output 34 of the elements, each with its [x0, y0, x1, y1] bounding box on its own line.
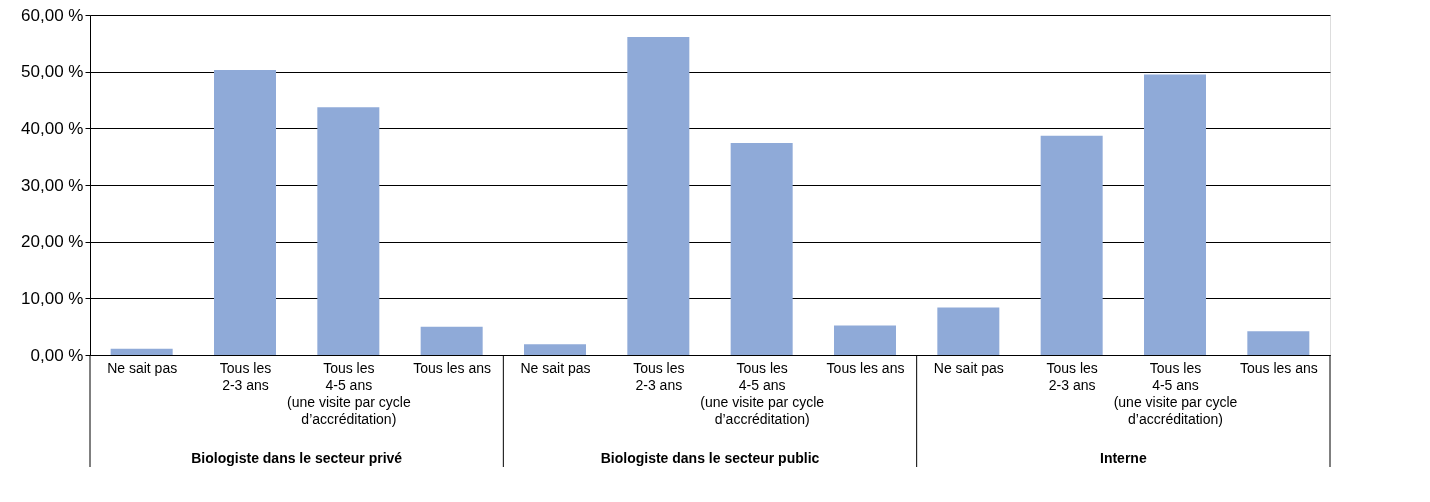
- y-tick-label: 50,00 %: [21, 62, 84, 82]
- x-tick-label: Tous les ans: [826, 359, 905, 376]
- bar: [214, 69, 276, 355]
- bar: [937, 307, 1000, 355]
- bar: [1247, 331, 1310, 355]
- x-tick-label: Tous les 4-5 ans (une visite par cycle d’accréditation): [1113, 359, 1238, 427]
- text: Interne: [1099, 450, 1147, 466]
- text: Biologiste dans le secteur privé: [191, 450, 403, 466]
- bar: [420, 326, 483, 355]
- bar: [627, 37, 690, 355]
- x-tick-label: Tous les 2-3 ans: [1046, 359, 1098, 393]
- y-tick-label: 20,00 %: [21, 232, 84, 252]
- x-tick-label: Tous les ans: [413, 359, 492, 376]
- x-tick-label: Tous les ans: [1239, 359, 1318, 376]
- bar: [834, 325, 896, 355]
- x-tick-label: Tous les 4-5 ans (une visite par cycle d’accréditation): [286, 359, 411, 427]
- x-tick-label: Ne sait pas: [520, 359, 591, 376]
- x-tick-label: Ne sait pas: [107, 359, 178, 376]
- x-tick-label: Tous les 2-3 ans: [219, 359, 272, 393]
- bar: [524, 344, 586, 355]
- y-tick-label: 30,00 %: [21, 175, 84, 195]
- bar: [1040, 135, 1103, 355]
- x-tick-label: Ne sait pas: [933, 359, 1004, 376]
- y-tick-label: 0,00 %: [30, 345, 84, 365]
- x-tick-label: Tous les 4-5 ans (une visite par cycle d’accréditation): [700, 359, 825, 427]
- bar: [1144, 74, 1206, 355]
- text: Biologiste dans le secteur public: [600, 450, 820, 466]
- bar: [317, 107, 380, 355]
- y-tick-label: 10,00 %: [21, 288, 84, 308]
- bar: [110, 348, 173, 355]
- x-tick-label: Tous les 2-3 ans: [633, 359, 685, 393]
- y-tick-label: 40,00 %: [21, 118, 84, 138]
- bar: [730, 143, 793, 355]
- y-tick-label: 60,00 %: [21, 5, 84, 25]
